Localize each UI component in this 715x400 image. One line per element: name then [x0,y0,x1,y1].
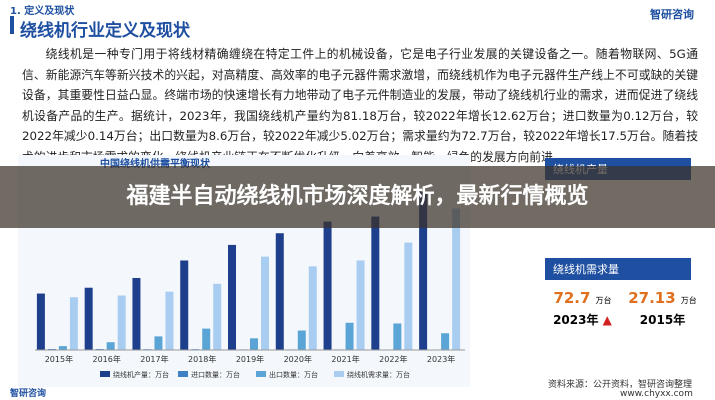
bar [308,266,317,350]
bar [154,336,163,350]
bar [275,233,284,350]
stat-value: 72.7 [553,289,591,307]
bar [356,260,365,350]
banner-text: 福建半自动绕线机市场深度解析，最新行情概览 [126,184,589,209]
bar [58,346,67,350]
bar [180,260,189,350]
panel: 绕线机需求量 72.7 万台 2023年 ▲ 27.13 万台 2015年 [545,258,700,327]
bar [202,328,211,350]
legend-label: 绕线机产量：万台 [113,370,169,379]
legend-label: 进口数量：万台 [191,370,240,379]
legend-label: 出口数量：万台 [269,370,318,379]
legend-label: 绕线机需求量：万台 [347,370,410,379]
bar [404,242,413,350]
bar [69,297,78,350]
bar [452,208,461,350]
bar [441,333,450,350]
legend-swatch [256,371,266,377]
bar [165,291,174,350]
bar [228,244,236,350]
section-label: 1. 定义及现状 [10,6,75,17]
stat: 72.7 万台 2023年 ▲ [545,288,620,328]
bar [297,330,306,350]
stat-value: 27.13 [628,289,676,307]
bar [345,322,354,350]
x-tick-label: 2018年 [188,354,216,364]
stat-unit: 万台 [680,296,697,305]
bar [84,287,93,350]
footer-source: 资料来源：公开资料，智研咨询整理 [548,380,693,390]
bar [393,323,402,350]
bar [213,283,222,350]
bar [132,277,141,350]
bar [117,295,126,350]
bar [419,192,428,350]
x-tick-label: 2015年 [45,354,73,364]
up-arrow: ▲ [602,313,612,327]
legend-swatch [178,371,188,377]
bar [261,256,269,350]
stat: 27.13 万台 2015年 [625,288,700,328]
footer-logo: 智研咨询 [10,389,47,399]
bar [250,338,258,350]
stat-unit: 万台 [595,296,612,305]
bar [323,221,332,350]
x-tick-label: 2021年 [331,354,359,364]
stat-year: 2015年 [639,313,686,327]
accent [10,16,14,34]
stat-year-text: 2023年 [553,313,599,327]
legend-swatch [334,371,344,377]
legend-swatch [100,371,110,377]
logo: 智研咨询 [650,8,694,21]
footer-site: www.chyxx.com [620,389,693,399]
stat-year: 2023年 ▲ [545,311,620,328]
panel-title: 绕线机需求量 [545,258,691,280]
title: 绕线机行业定义及现状 [20,21,190,41]
x-tick-label: 2016年 [92,354,120,364]
x-tick-label: 2022年 [379,354,407,364]
x-tick-label: 2019年 [236,354,264,364]
x-tick-label: 2023年 [427,354,455,364]
x-tick-label: 2020年 [284,354,312,364]
banner: 福建半自动绕线机市场深度解析，最新行情概览 [0,166,715,228]
bar [36,293,45,350]
bar [106,342,115,350]
header: 1. 定义及现状 绕线机行业定义及现状 智研咨询 [0,0,715,41]
x-tick-label: 2017年 [140,354,168,364]
bar [371,216,380,350]
